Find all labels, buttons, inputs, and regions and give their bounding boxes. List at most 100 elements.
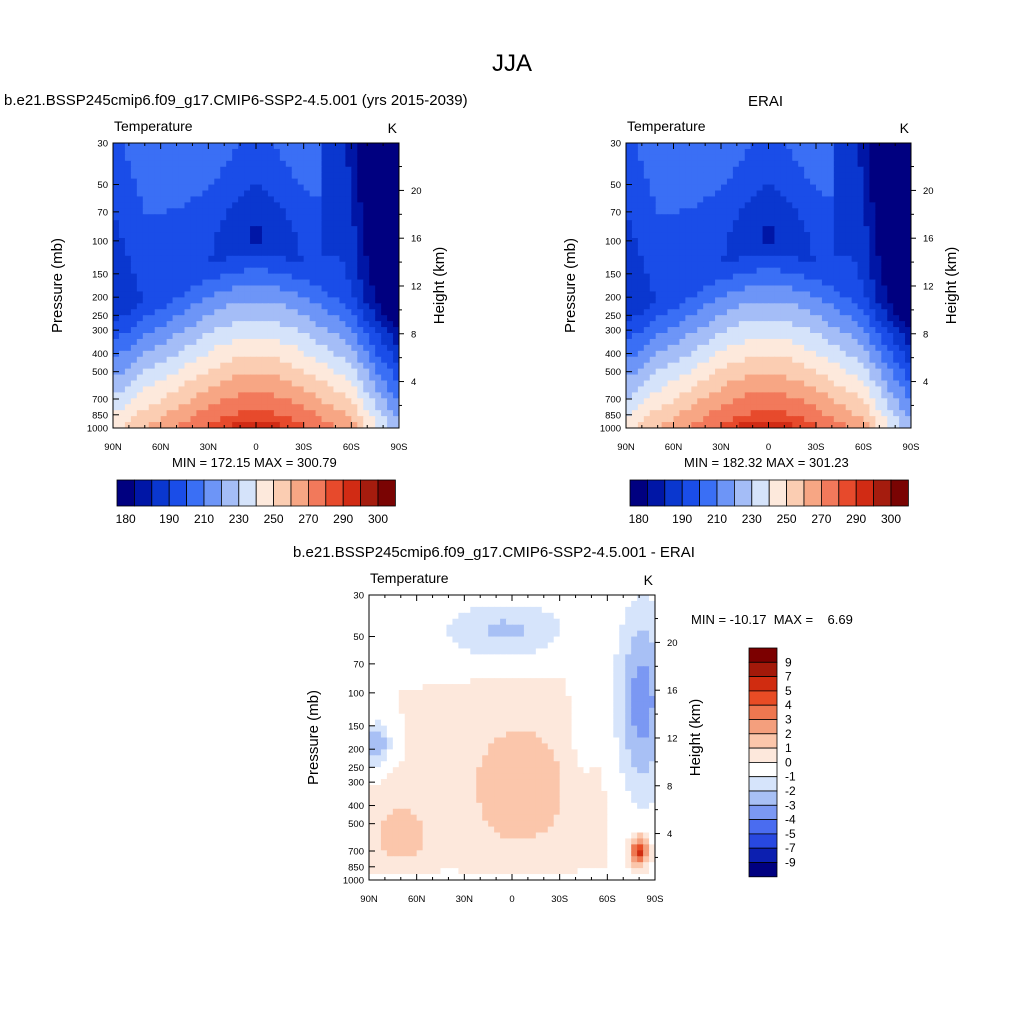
field-cell (333, 416, 341, 423)
field-cell (351, 279, 358, 287)
field-cell (196, 208, 203, 215)
field-cell (244, 160, 251, 168)
field-cell (750, 422, 758, 428)
field-cell (655, 368, 663, 376)
field-cell (351, 386, 358, 393)
field-cell (845, 232, 853, 239)
field-cell (637, 380, 645, 388)
field-cell (541, 636, 549, 644)
field-cell (410, 618, 418, 626)
field-cell (798, 196, 805, 203)
field-cell (637, 208, 645, 215)
field-cell (220, 160, 227, 168)
field-cell (291, 386, 299, 393)
field-cell (667, 350, 675, 358)
field-cell (208, 238, 215, 245)
field-cell (810, 285, 817, 293)
field-cell (256, 404, 263, 411)
field-cell (256, 202, 263, 209)
field-cell (810, 279, 817, 287)
field-cell (863, 297, 871, 304)
field-cell (619, 612, 626, 620)
field-cell (375, 220, 382, 227)
field-cell (827, 422, 835, 428)
field-cell (303, 416, 311, 423)
field-cell (273, 356, 281, 364)
field-cell (667, 362, 675, 370)
field-cell (893, 154, 900, 162)
field-cell (839, 404, 847, 411)
field-cell (363, 368, 370, 376)
field-cell (279, 303, 287, 310)
field-cell (762, 255, 770, 263)
field-cell (810, 232, 817, 239)
field-cell (446, 630, 454, 638)
field-cell (226, 398, 233, 405)
field-cell (160, 291, 168, 298)
field-cell (297, 362, 305, 370)
field-cell (709, 285, 716, 293)
field-cell (715, 243, 722, 251)
field-cell (697, 422, 704, 428)
field-cell (387, 208, 394, 215)
field-cell (184, 297, 192, 304)
field-cell (363, 291, 370, 298)
field-cell (750, 143, 758, 150)
field-cell (345, 398, 352, 405)
field-cell (244, 255, 251, 263)
field-cell (303, 220, 311, 227)
field-cell (476, 612, 483, 620)
field-cell (440, 600, 448, 608)
field-cell (202, 333, 209, 340)
field-cell (744, 368, 752, 376)
field-cell (148, 143, 156, 150)
field-cell (679, 255, 686, 263)
field-cell (780, 315, 787, 322)
field-cell (244, 238, 251, 245)
field-cell (673, 321, 681, 328)
field-cell (226, 416, 233, 423)
field-cell (327, 232, 335, 239)
field-cell (709, 238, 716, 245)
field-cell (875, 196, 882, 203)
field-cell (166, 172, 174, 180)
field-cell (649, 238, 657, 245)
field-cell (273, 321, 281, 328)
field-cell (345, 321, 352, 328)
field-cell (250, 255, 257, 263)
field-cell (256, 279, 263, 287)
field-cell (703, 196, 710, 203)
field-cell (810, 303, 817, 310)
field-cell (673, 190, 681, 198)
field-cell (124, 362, 132, 370)
field-cell (363, 148, 370, 156)
field-cell (363, 327, 370, 334)
field-cell (637, 238, 645, 245)
field-cell (679, 172, 686, 180)
field-cell (279, 422, 287, 428)
field-cell (315, 202, 323, 209)
field-cell (821, 297, 829, 304)
field-cell (804, 178, 811, 186)
field-cell (869, 344, 876, 352)
field-cell (756, 291, 764, 298)
field-cell (786, 190, 793, 198)
field-cell (381, 249, 388, 257)
field-cell (160, 321, 168, 328)
field-cell (655, 267, 663, 275)
field-cell (744, 344, 752, 352)
field-cell (673, 261, 681, 269)
field-cell (631, 636, 638, 644)
field-cell (774, 232, 781, 239)
field-cell (142, 267, 150, 275)
field-cell (220, 214, 227, 221)
field-cell (267, 208, 275, 215)
field-cell (297, 172, 305, 180)
field-cell (273, 249, 281, 257)
field-cell (256, 422, 263, 428)
field-cell (816, 303, 823, 310)
field-cell (691, 243, 698, 251)
field-cell (339, 273, 346, 281)
field-cell (810, 166, 817, 174)
field-cell (250, 350, 257, 358)
